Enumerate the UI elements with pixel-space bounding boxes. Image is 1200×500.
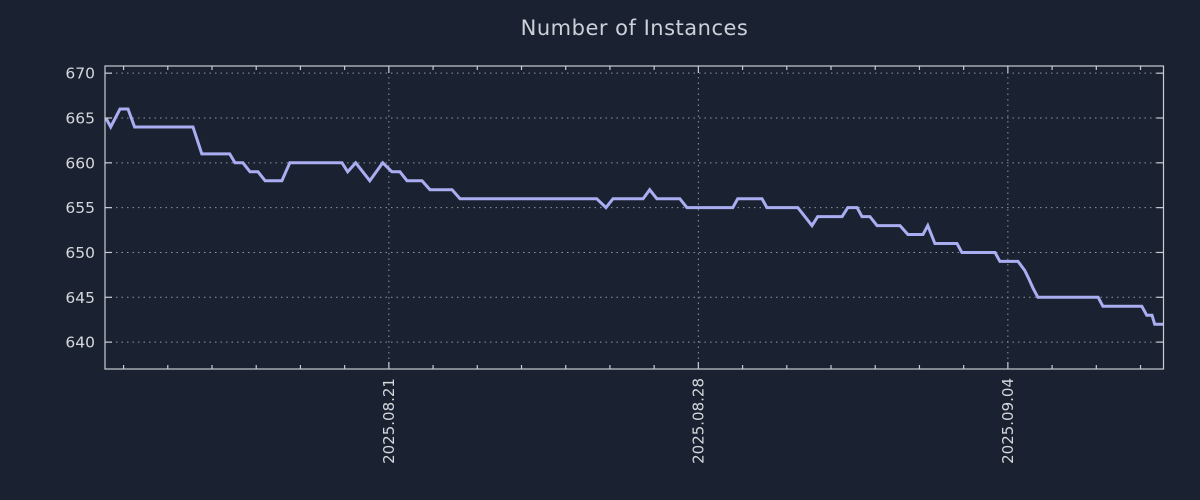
y-tick-label: 655	[65, 199, 95, 217]
chart-title: Number of Instances	[520, 16, 749, 40]
plot-border	[104, 65, 1165, 370]
x-tick-label: 2025.08.21	[380, 378, 398, 464]
y-tick-label: 640	[65, 334, 95, 352]
y-tick-label: 670	[65, 65, 95, 83]
y-tick-label: 650	[65, 244, 95, 262]
x-tick-label: 2025.09.04	[999, 378, 1017, 464]
x-tick-label: 2025.08.28	[689, 378, 707, 464]
series-line-instances	[104, 107, 1164, 326]
y-tick-label: 660	[65, 154, 95, 172]
y-tick-label: 665	[65, 109, 95, 127]
y-tick-label: 645	[65, 289, 95, 307]
